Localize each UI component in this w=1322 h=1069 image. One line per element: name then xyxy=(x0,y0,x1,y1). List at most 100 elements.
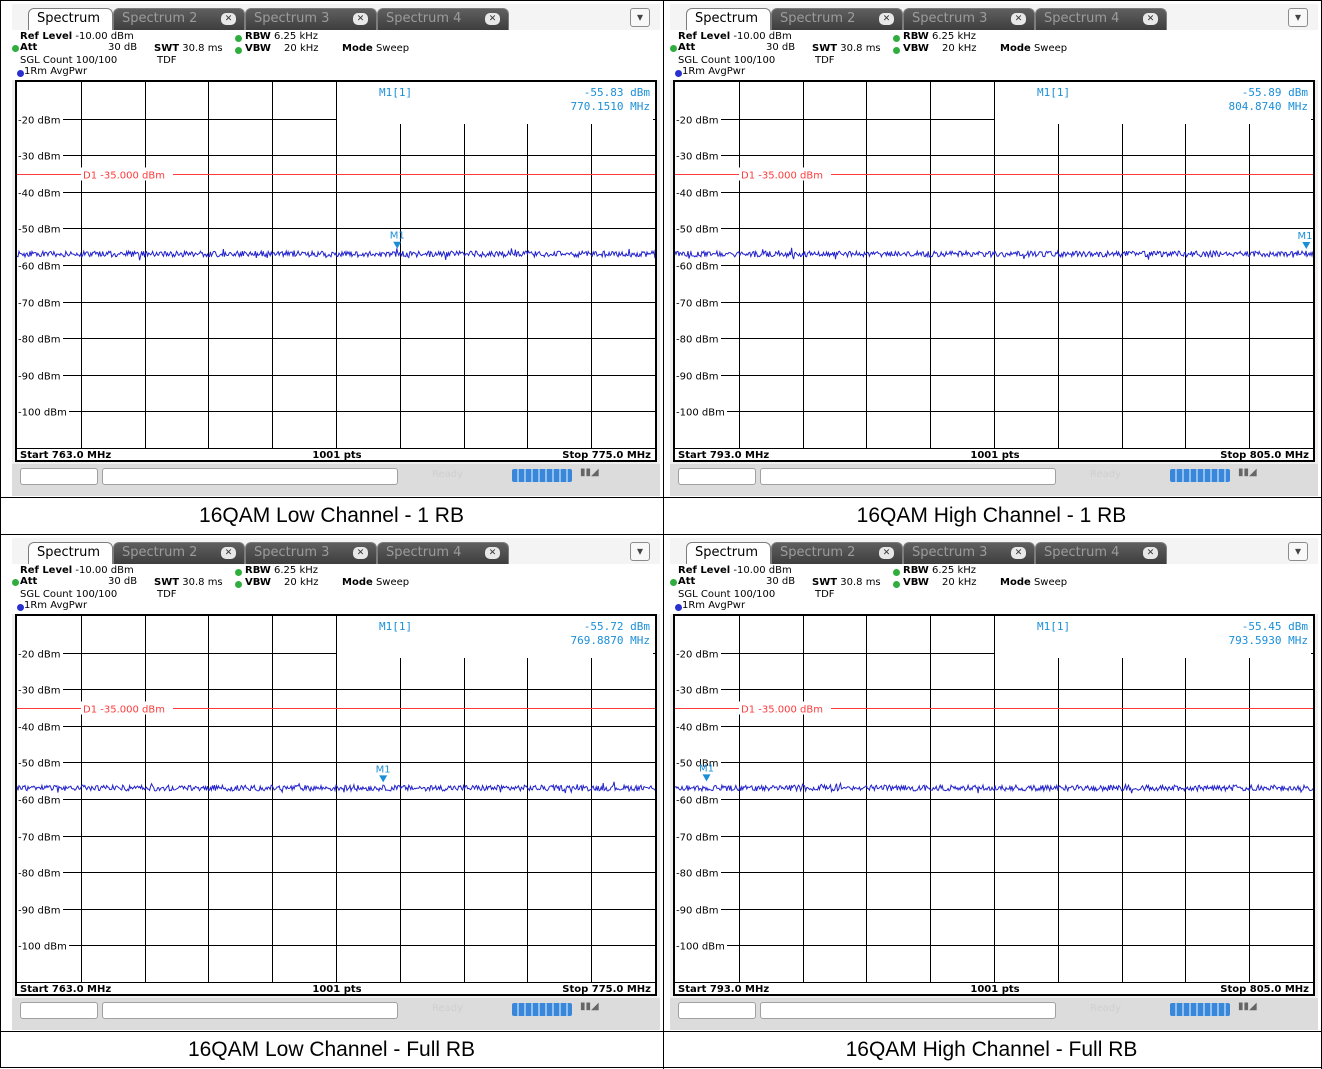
close-icon[interactable]: ✕ xyxy=(221,547,236,559)
marker-label: M1 xyxy=(699,763,714,774)
tab-spectrum[interactable]: Spectrum xyxy=(686,8,771,30)
ytick-label: -40 dBm xyxy=(676,189,718,200)
marker-readout-freq: 770.1510 MHz xyxy=(571,100,650,113)
marker-readout-freq: 804.8740 MHz xyxy=(1229,100,1308,113)
tdf-label: TDF xyxy=(157,589,177,600)
tab-spectrum-2[interactable]: Spectrum 2 ✕ xyxy=(113,8,245,30)
tab-spectrum-2[interactable]: Spectrum 2 ✕ xyxy=(113,542,245,564)
ytick-label-bg xyxy=(675,719,721,733)
trace-indicator-icon xyxy=(675,604,682,611)
spectrum-trace xyxy=(675,247,1313,260)
close-icon[interactable]: ✕ xyxy=(1011,547,1026,559)
start-frequency-label: Start 793.0 MHz xyxy=(678,450,769,460)
trace-label: 1Rm AvgPwr xyxy=(682,600,746,611)
sweep-progress-bar xyxy=(1170,1003,1230,1016)
tab-label: Spectrum 4 xyxy=(1044,11,1120,26)
tab-spectrum-4[interactable]: Spectrum 4 ✕ xyxy=(377,8,509,30)
marker-label: M1 xyxy=(1298,231,1313,242)
rbw: RBW 6.25 kHz xyxy=(245,31,319,42)
att-value: 30 dB xyxy=(766,42,796,53)
ytick-label: -100 dBm xyxy=(676,942,725,953)
ytick-label-bg xyxy=(17,646,63,660)
measurement-indicator: ▮▮◢ xyxy=(580,467,599,478)
att-coupled-icon xyxy=(12,45,19,52)
marker-triangle-icon xyxy=(393,241,402,249)
mode: Mode Sweep xyxy=(342,577,410,588)
menu-icon[interactable]: ▾ xyxy=(630,8,650,27)
mode: Mode Sweep xyxy=(1000,577,1068,588)
tab-spectrum-4[interactable]: Spectrum 4 ✕ xyxy=(1035,8,1167,30)
stop-frequency-label: Stop 775.0 MHz xyxy=(562,450,651,460)
tab-spectrum-3[interactable]: Spectrum 3 ✕ xyxy=(245,542,377,564)
tab-spectrum[interactable]: Spectrum xyxy=(28,542,113,564)
close-icon[interactable]: ✕ xyxy=(1011,13,1026,25)
menu-icon[interactable]: ▾ xyxy=(1288,542,1308,561)
spectrum-plot: -20 dBm -30 dBm -40 dBm -50 dBm -60 dBm -70 d… xyxy=(15,614,657,996)
ytick-label: -50 dBm xyxy=(18,225,60,236)
ytick-label: -60 dBm xyxy=(18,262,60,273)
ytick-label-bg xyxy=(675,938,727,952)
status-message-field xyxy=(760,468,1056,485)
tab-spectrum[interactable]: Spectrum xyxy=(28,8,113,30)
column-divider xyxy=(663,1,664,1069)
measurement-settings: Ref Level -10.00 dBm Att 30 dB SWT 30.8 … xyxy=(12,564,660,614)
display-line-label: D1 -35.000 dBm xyxy=(83,171,165,182)
row-divider xyxy=(1,534,1322,535)
close-icon[interactable]: ✕ xyxy=(879,547,894,559)
row-divider xyxy=(1,497,1322,498)
tab-spectrum-3[interactable]: Spectrum 3 ✕ xyxy=(903,542,1035,564)
spectrum-analyzer-panel: Spectrum Spectrum 2 ✕ Spectrum 3 ✕ Spectru… xyxy=(12,4,660,496)
vbw-coupled-icon xyxy=(235,581,242,588)
ytick-label-bg xyxy=(675,829,721,843)
close-icon[interactable]: ✕ xyxy=(879,13,894,25)
close-icon[interactable]: ✕ xyxy=(353,13,368,25)
tab-spectrum-3[interactable]: Spectrum 3 ✕ xyxy=(245,8,377,30)
menu-icon[interactable]: ▾ xyxy=(630,542,650,561)
att-label: Att xyxy=(20,42,38,53)
tab-spectrum-4[interactable]: Spectrum 4 ✕ xyxy=(1035,542,1167,564)
spectrum-plot: -20 dBm -30 dBm -40 dBm -50 dBm -60 dBm -70 d… xyxy=(673,614,1315,996)
spectrum-chart-svg: -20 dBm -30 dBm -40 dBm -50 dBm -60 dBm -70 d… xyxy=(17,616,655,994)
marker-readout-bg xyxy=(337,83,653,123)
spectrum-chart-svg: -20 dBm -30 dBm -40 dBm -50 dBm -60 dBm -70 d… xyxy=(675,82,1313,460)
marker-triangle-icon xyxy=(702,774,711,782)
ytick-label-bg xyxy=(675,755,721,769)
marker-label: M1 xyxy=(390,231,405,242)
ref-level: Ref Level -10.00 dBm xyxy=(678,565,792,576)
close-icon[interactable]: ✕ xyxy=(1143,547,1158,559)
tab-label: Spectrum 4 xyxy=(386,545,462,560)
stop-frequency-label: Stop 805.0 MHz xyxy=(1220,450,1309,460)
att-coupled-icon xyxy=(670,579,677,586)
tab-spectrum-4[interactable]: Spectrum 4 ✕ xyxy=(377,542,509,564)
tab-spectrum-3[interactable]: Spectrum 3 ✕ xyxy=(903,8,1035,30)
measurement-indicator: ▮▮◢ xyxy=(1238,1001,1257,1012)
tab-spectrum-2[interactable]: Spectrum 2 ✕ xyxy=(771,8,903,30)
close-icon[interactable]: ✕ xyxy=(485,13,500,25)
trace-indicator-icon xyxy=(17,70,24,77)
close-icon[interactable]: ✕ xyxy=(1143,13,1158,25)
tab-label: Spectrum 2 xyxy=(780,11,856,26)
spectrum-trace xyxy=(675,781,1313,794)
tab-spectrum-2[interactable]: Spectrum 2 ✕ xyxy=(771,542,903,564)
close-icon[interactable]: ✕ xyxy=(221,13,236,25)
ytick-label-bg xyxy=(675,221,721,235)
ytick-label: -90 dBm xyxy=(18,906,60,917)
vbw: VBW 20 kHz xyxy=(903,43,977,54)
vbw-coupled-icon xyxy=(893,47,900,54)
points-label: 1001 pts xyxy=(970,984,1019,994)
start-frequency-label: Start 763.0 MHz xyxy=(20,450,111,460)
close-icon[interactable]: ✕ xyxy=(485,547,500,559)
ytick-label: -20 dBm xyxy=(18,116,60,127)
stop-frequency-label: Stop 775.0 MHz xyxy=(562,984,651,994)
close-icon[interactable]: ✕ xyxy=(353,547,368,559)
display-line-label-bg xyxy=(81,167,173,181)
menu-icon[interactable]: ▾ xyxy=(1288,8,1308,27)
display-line-label-bg xyxy=(739,167,831,181)
ytick-label-bg xyxy=(675,368,721,382)
marker-readout-level: -55.89 dBm xyxy=(1242,86,1309,99)
trace-label: 1Rm AvgPwr xyxy=(24,66,88,77)
display-line-label: D1 -35.000 dBm xyxy=(741,705,823,716)
tab-bar: Spectrum Spectrum 2 ✕ Spectrum 3 ✕ Spectru… xyxy=(12,4,660,30)
tab-spectrum[interactable]: Spectrum xyxy=(686,542,771,564)
att-value: 30 dB xyxy=(766,576,796,587)
